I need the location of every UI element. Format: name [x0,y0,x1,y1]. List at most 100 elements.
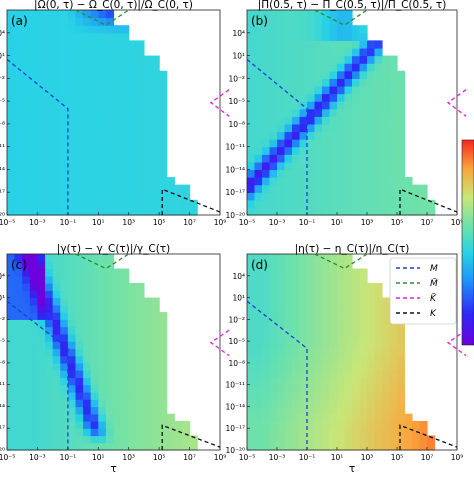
heatmap-cell [98,63,107,72]
heatmap-cell [397,370,406,379]
heatmap-cell [136,161,145,171]
heatmap-cell [329,17,338,26]
heatmap-cell [284,32,293,41]
heatmap-cell [60,40,69,49]
heatmap-cell [159,312,168,320]
heatmap-cell [322,420,331,429]
heatmap-cell [382,399,391,408]
heatmap-cell [247,384,256,393]
heatmap-cell [37,55,46,64]
heatmap-cell [67,161,77,171]
heatmap-cell [359,435,368,444]
heatmap-cell [60,17,69,26]
heatmap-cell [60,70,69,79]
heatmap-cell [352,290,361,299]
heatmap-cell [292,377,301,386]
heatmap-cell [329,154,338,163]
heatmap-cell [121,326,130,335]
heatmap-cell [382,161,391,171]
heatmap-cell [262,297,271,306]
heatmap-cell [67,70,77,79]
heatmap-cell [299,428,308,437]
heatmap-cell [121,413,130,422]
heatmap-cell [45,154,54,163]
heatmap-cell [299,362,308,371]
heatmap-cell [98,55,107,64]
heatmap-cell [359,341,368,349]
heatmap-cell [359,123,368,133]
x-tick-label: 10⁻³ [29,218,46,227]
heatmap-cell [292,261,301,270]
heatmap-cell [98,146,107,155]
heatmap-cell [419,428,428,437]
heatmap-cell [292,101,301,110]
heatmap-cell [344,40,353,49]
heatmap-cell [7,333,16,342]
heatmap-cell [397,192,406,201]
heatmap-cell [337,399,346,408]
heatmap-cell [67,63,77,72]
heatmap-cell [29,78,39,87]
heatmap-cell [277,101,286,110]
heatmap-cell [254,146,263,155]
heatmap-cell [307,399,316,408]
heatmap-cell [284,40,293,49]
heatmap-cell [397,362,406,371]
heatmap-cell [83,362,92,371]
heatmap-cell [113,169,122,178]
heatmap-cell [159,370,168,379]
heatmap-cell [314,70,323,79]
heatmap-cell [367,370,376,379]
heatmap-cell [307,297,316,306]
heatmap-cell [52,348,61,357]
heatmap-cell [67,131,77,140]
heatmap-cell [299,32,308,41]
heatmap-cell [367,333,376,342]
heatmap-cell [359,207,368,216]
heatmap-cell [322,377,331,386]
heatmap-cell [397,199,406,208]
heatmap-cell [83,275,92,284]
heatmap-cell [7,70,16,79]
heatmap-cell [14,47,23,57]
heatmap-cell [262,93,271,102]
heatmap-cell [404,435,413,444]
heatmap-cell [277,333,286,342]
heatmap-cell [352,63,361,72]
heatmap-cell [143,93,153,102]
heatmap-cell [277,154,286,163]
heatmap-cell [247,85,256,95]
heatmap-cell [90,406,99,415]
heatmap-cell [159,131,168,140]
heatmap-cell [151,169,160,178]
heatmap-cell [247,146,256,155]
heatmap-cell [98,123,107,133]
heatmap-cell [314,146,323,155]
heatmap-cell [292,85,301,95]
heatmap-cell [329,47,338,57]
heatmap-cell [98,207,107,216]
heatmap-cell [329,254,338,262]
heatmap-cell [37,312,46,320]
heatmap-cell [67,435,77,444]
heatmap-cell [352,40,361,49]
heatmap-cell [307,63,316,72]
heatmap-cell [121,377,130,386]
heatmap-cell [269,108,278,117]
heatmap-cell [45,10,54,19]
heatmap-cell [247,312,256,320]
heatmap-cell [128,428,137,437]
heatmap-cell [52,154,61,163]
heatmap-cell [105,139,115,148]
heatmap-cell [299,355,308,364]
heatmap-cell [128,47,137,57]
heatmap-cell [60,199,69,208]
heatmap-cell [98,184,107,193]
heatmap-cell [22,32,31,41]
heatmap-cell [307,169,316,178]
heatmap-cell [277,406,286,415]
heatmap-cell [90,370,99,379]
y-tick-label: 10⁻²⁰ [225,446,245,455]
heatmap-cell [314,348,323,357]
heatmap-cell [314,131,323,140]
